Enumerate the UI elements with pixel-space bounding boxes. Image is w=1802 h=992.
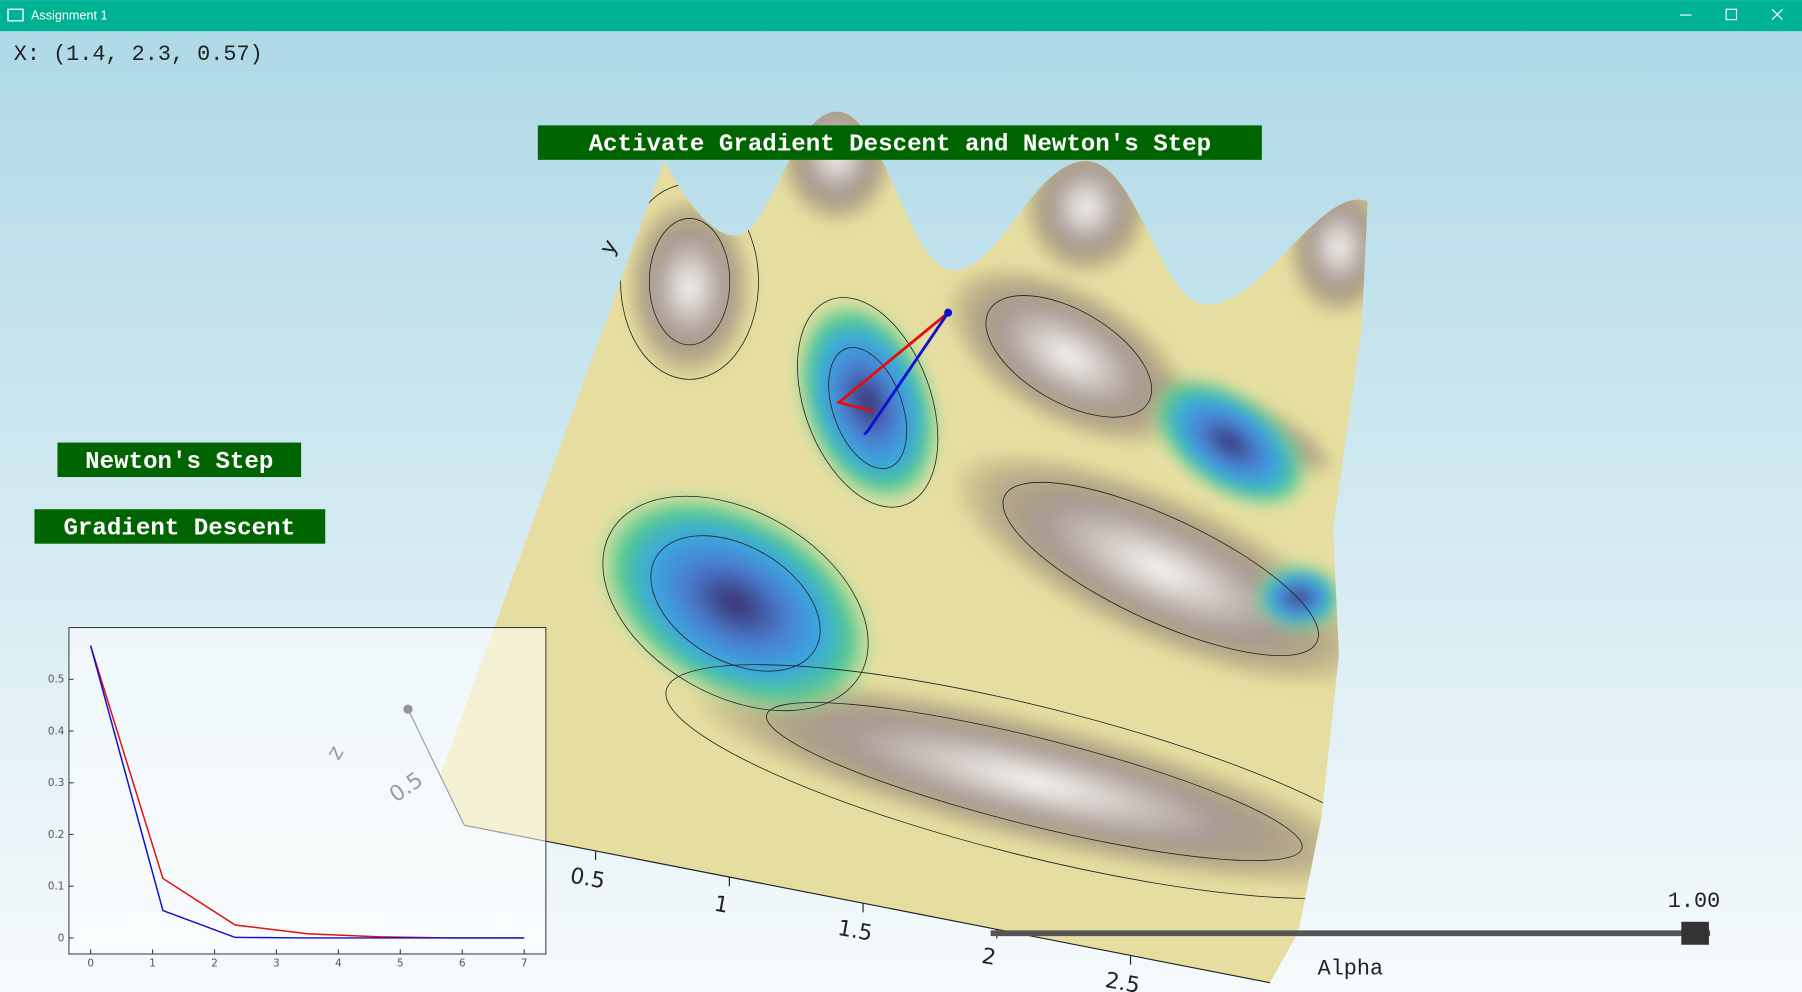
gradient-path	[863, 311, 950, 436]
slider-value: 1.00	[1668, 889, 1720, 914]
y-tick-label: 0.1	[48, 881, 64, 893]
x-tick-label: 6	[459, 958, 466, 970]
plot-frame	[68, 627, 547, 955]
x-tick-label: 7	[521, 958, 528, 970]
x-tick-label: 3	[273, 958, 280, 970]
cursor-readout: X: (1.4, 2.3, 0.57)	[14, 42, 263, 67]
slider-thumb[interactable]	[1681, 921, 1709, 945]
x-tick-label: 5	[397, 958, 404, 970]
optimization-paths	[835, 308, 953, 436]
x-tick-label: 4	[335, 958, 342, 970]
start-point	[944, 308, 953, 317]
slider-label: Alpha	[1318, 957, 1384, 982]
gradient-button[interactable]: Gradient Descent	[34, 509, 326, 544]
newton-path	[835, 311, 950, 413]
title-bar	[0, 0, 1802, 32]
x-tick-label: 0	[87, 958, 94, 970]
y-tick-label: 0.3	[48, 777, 64, 789]
contour-lines	[602, 183, 1368, 899]
button-label: Newton's Step	[85, 449, 273, 476]
newton-button[interactable]: Newton's Step	[57, 442, 302, 478]
window-title: Assignment 1	[31, 9, 108, 23]
button-label: Gradient Descent	[63, 515, 295, 542]
alpha-slider[interactable]: 1.00 Alpha	[990, 889, 1721, 982]
y-tick-label: 0	[58, 932, 65, 944]
y-tick-label: 0.4	[48, 725, 64, 737]
x-tick-label: 1	[149, 958, 156, 970]
y-tick-label: 0.5	[48, 674, 64, 686]
loss-line	[89, 645, 525, 939]
maximize-button[interactable]	[1725, 8, 1738, 21]
button-label: Activate Gradient Descent and Newton's S…	[589, 132, 1212, 159]
activate-button[interactable]: Activate Gradient Descent and Newton's S…	[537, 125, 1262, 160]
x-tick-label-3d: 1	[712, 892, 730, 919]
app-icon	[7, 8, 24, 22]
x-tick-label-3d: 0.5	[568, 864, 607, 895]
loss-plot: 0 0.1 0.2 0.3 0.4 0.5 0 1 2 3 4 5 6 7	[48, 627, 547, 970]
x-tick-label-3d: 2	[980, 944, 998, 971]
close-button[interactable]	[1771, 8, 1783, 21]
x-tick-label-3d: 2.5	[1103, 968, 1142, 992]
x-tick-label: 2	[211, 958, 218, 970]
x-axis-3d	[464, 824, 1271, 984]
x-tick-label-3d: 1.5	[836, 916, 875, 947]
y-tick-label: 0.2	[48, 829, 64, 841]
